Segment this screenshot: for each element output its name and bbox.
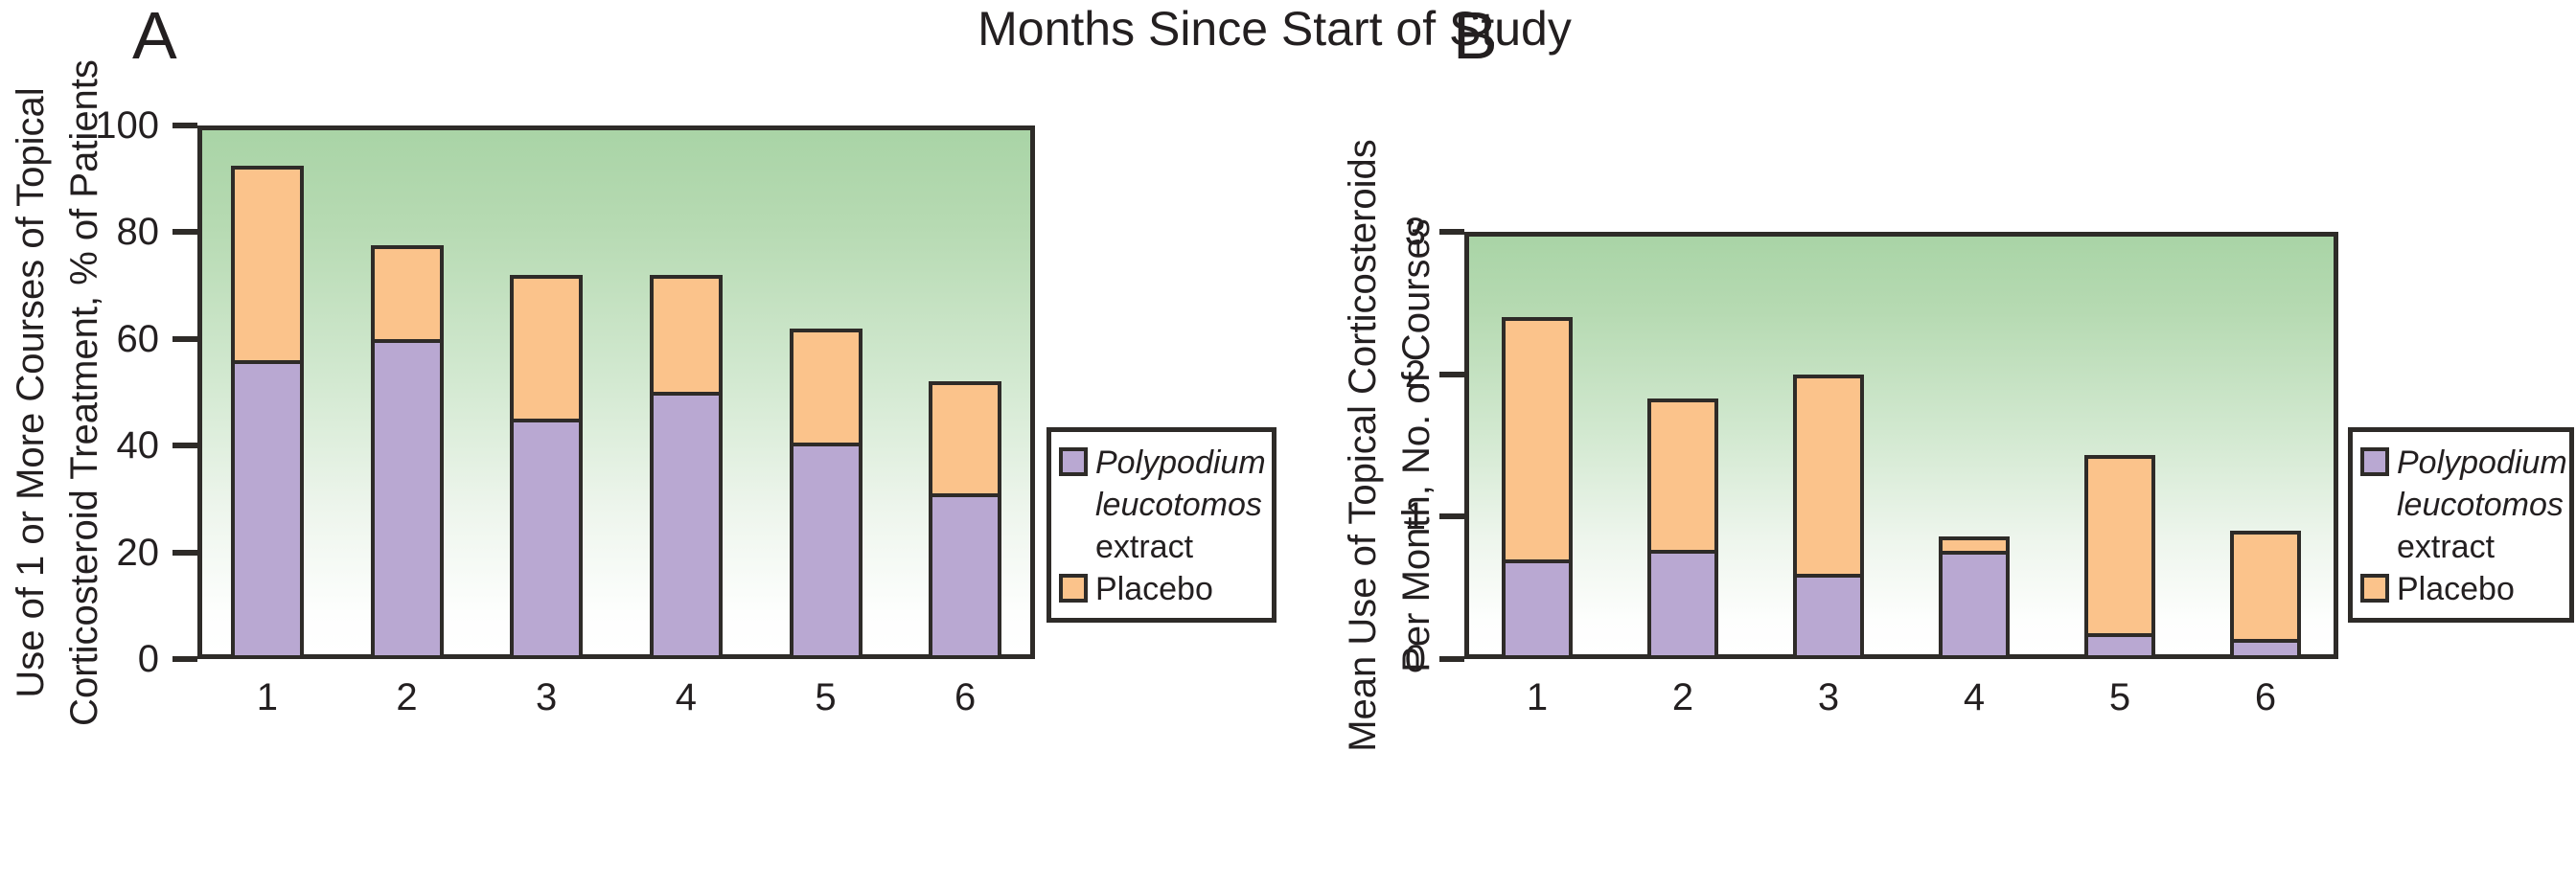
legend-b-label-extract: Polypodium leucotomos extract: [2397, 442, 2567, 568]
y-tick: [172, 335, 197, 342]
y-tick: [172, 123, 197, 128]
placebo-segment: [510, 274, 584, 420]
y-tick: [172, 229, 197, 236]
y-axis-title-a-line2: Corticosteroid Treatment, % of Patients: [63, 59, 105, 726]
bar-month-5: [2084, 455, 2155, 659]
y-tick-label: 0: [137, 638, 159, 680]
polypodium-extract-segment: [649, 392, 723, 659]
extract-swatch-icon: [2360, 447, 2389, 476]
x-tick-label: 1: [1526, 676, 1549, 718]
legend-b-row-extract: Polypodium leucotomos extract: [2360, 442, 2567, 568]
legend-extract-word3: extract: [2397, 529, 2496, 565]
legend-extract-word3: extract: [1095, 529, 1194, 565]
x-tick-label: 1: [256, 676, 278, 718]
panel-b-label: B: [1453, 0, 1498, 73]
placebo-segment: [2084, 455, 2155, 634]
legend-a-row-placebo: Placebo: [1059, 568, 1264, 610]
legend-extract-word2: leucotomos: [1095, 487, 1262, 523]
y-tick: [1439, 229, 1464, 235]
y-axis-title-b-line2: Per Month, No. of Courses: [1395, 218, 1438, 672]
polypodium-extract-segment: [789, 443, 862, 659]
y-tick-label: 3: [1404, 211, 1426, 253]
x-tick-label: 3: [1817, 676, 1840, 718]
placebo-segment: [370, 245, 444, 339]
bar-month-6: [2230, 531, 2301, 659]
bar-month-1: [230, 165, 304, 659]
placebo-segment: [1647, 398, 1718, 550]
x-tick-label: 4: [675, 676, 697, 718]
polypodium-extract-segment: [929, 493, 1002, 659]
polypodium-extract-segment: [370, 338, 444, 659]
x-tick-label: 6: [2254, 676, 2277, 718]
legend-extract-word1: Polypodium: [1095, 444, 1266, 481]
polypodium-extract-segment: [230, 360, 304, 659]
y-tick-label: 20: [116, 531, 160, 574]
x-tick-label: 2: [396, 676, 418, 718]
x-tick-label: 4: [1963, 676, 1986, 718]
polypodium-extract-segment: [510, 419, 584, 659]
legend-b-row-placebo: Placebo: [2360, 568, 2562, 610]
legend-a: Polypodium leucotomos extract Placebo: [1046, 427, 1276, 623]
y-axis-title-a-line1: Use of 1 or More Courses of Topical: [10, 87, 52, 698]
y-axis-title-b: Mean Use of Topical Corticosteroids Per …: [1336, 0, 1447, 888]
legend-b: Polypodium leucotomos extract Placebo: [2348, 427, 2574, 623]
polypodium-extract-segment: [1647, 549, 1718, 659]
y-tick-label: 60: [116, 317, 160, 360]
legend-extract-word1: Polypodium: [2397, 444, 2567, 481]
x-tick-label: 3: [536, 676, 558, 718]
bar-month-4: [1939, 536, 2010, 659]
legend-extract-word2: leucotomos: [2397, 487, 2564, 523]
placebo-segment: [1939, 536, 2010, 551]
x-tick-label: 5: [2108, 676, 2131, 718]
bar-month-3: [1793, 374, 1864, 659]
legend-b-label-placebo: Placebo: [2397, 571, 2515, 607]
placebo-segment: [1502, 317, 1573, 559]
polypodium-extract-segment: [2084, 633, 2155, 659]
y-tick: [1439, 513, 1464, 520]
polypodium-extract-segment: [1502, 558, 1573, 659]
placebo-segment: [230, 165, 304, 361]
polypodium-extract-segment: [2230, 639, 2301, 659]
y-tick-label: 0: [1404, 638, 1426, 680]
x-tick-label: 2: [1671, 676, 1694, 718]
x-tick-label: 5: [815, 676, 837, 718]
placebo-segment: [2230, 531, 2301, 640]
legend-a-label-extract: Polypodium leucotomos extract: [1095, 442, 1266, 568]
placebo-swatch-icon: [2360, 574, 2389, 603]
bar-month-1: [1502, 317, 1573, 659]
placebo-segment: [929, 381, 1002, 494]
y-tick-label: 40: [116, 424, 160, 467]
y-tick: [1439, 656, 1464, 662]
y-tick-label: 2: [1404, 353, 1426, 396]
polypodium-extract-segment: [1793, 573, 1864, 659]
legend-a-label-placebo: Placebo: [1095, 571, 1213, 607]
panel-a-label: A: [132, 0, 177, 73]
extract-swatch-icon: [1059, 447, 1088, 476]
x-axis-title: Months Since Start of Study: [978, 2, 1572, 56]
y-tick-label: 1: [1404, 495, 1426, 538]
bar-month-6: [929, 381, 1002, 659]
y-tick: [1439, 371, 1464, 377]
y-tick-label: 100: [95, 104, 159, 147]
x-tick-label: 6: [954, 676, 977, 718]
placebo-segment: [1793, 374, 1864, 574]
legend-a-row-extract: Polypodium leucotomos extract: [1059, 442, 1266, 568]
y-tick-label: 80: [116, 211, 160, 254]
placebo-swatch-icon: [1059, 574, 1088, 603]
placebo-segment: [649, 274, 723, 393]
bar-month-2: [1647, 398, 1718, 659]
plot-area-b: [1464, 232, 2338, 659]
bar-month-4: [649, 274, 723, 659]
y-tick: [172, 443, 197, 449]
y-tick: [172, 549, 197, 556]
bar-month-2: [370, 245, 444, 659]
bar-month-5: [789, 328, 862, 659]
plot-area-a: [197, 125, 1035, 659]
placebo-segment: [789, 328, 862, 444]
y-tick: [172, 656, 197, 662]
bar-month-3: [510, 274, 584, 659]
polypodium-extract-segment: [1939, 551, 2010, 659]
